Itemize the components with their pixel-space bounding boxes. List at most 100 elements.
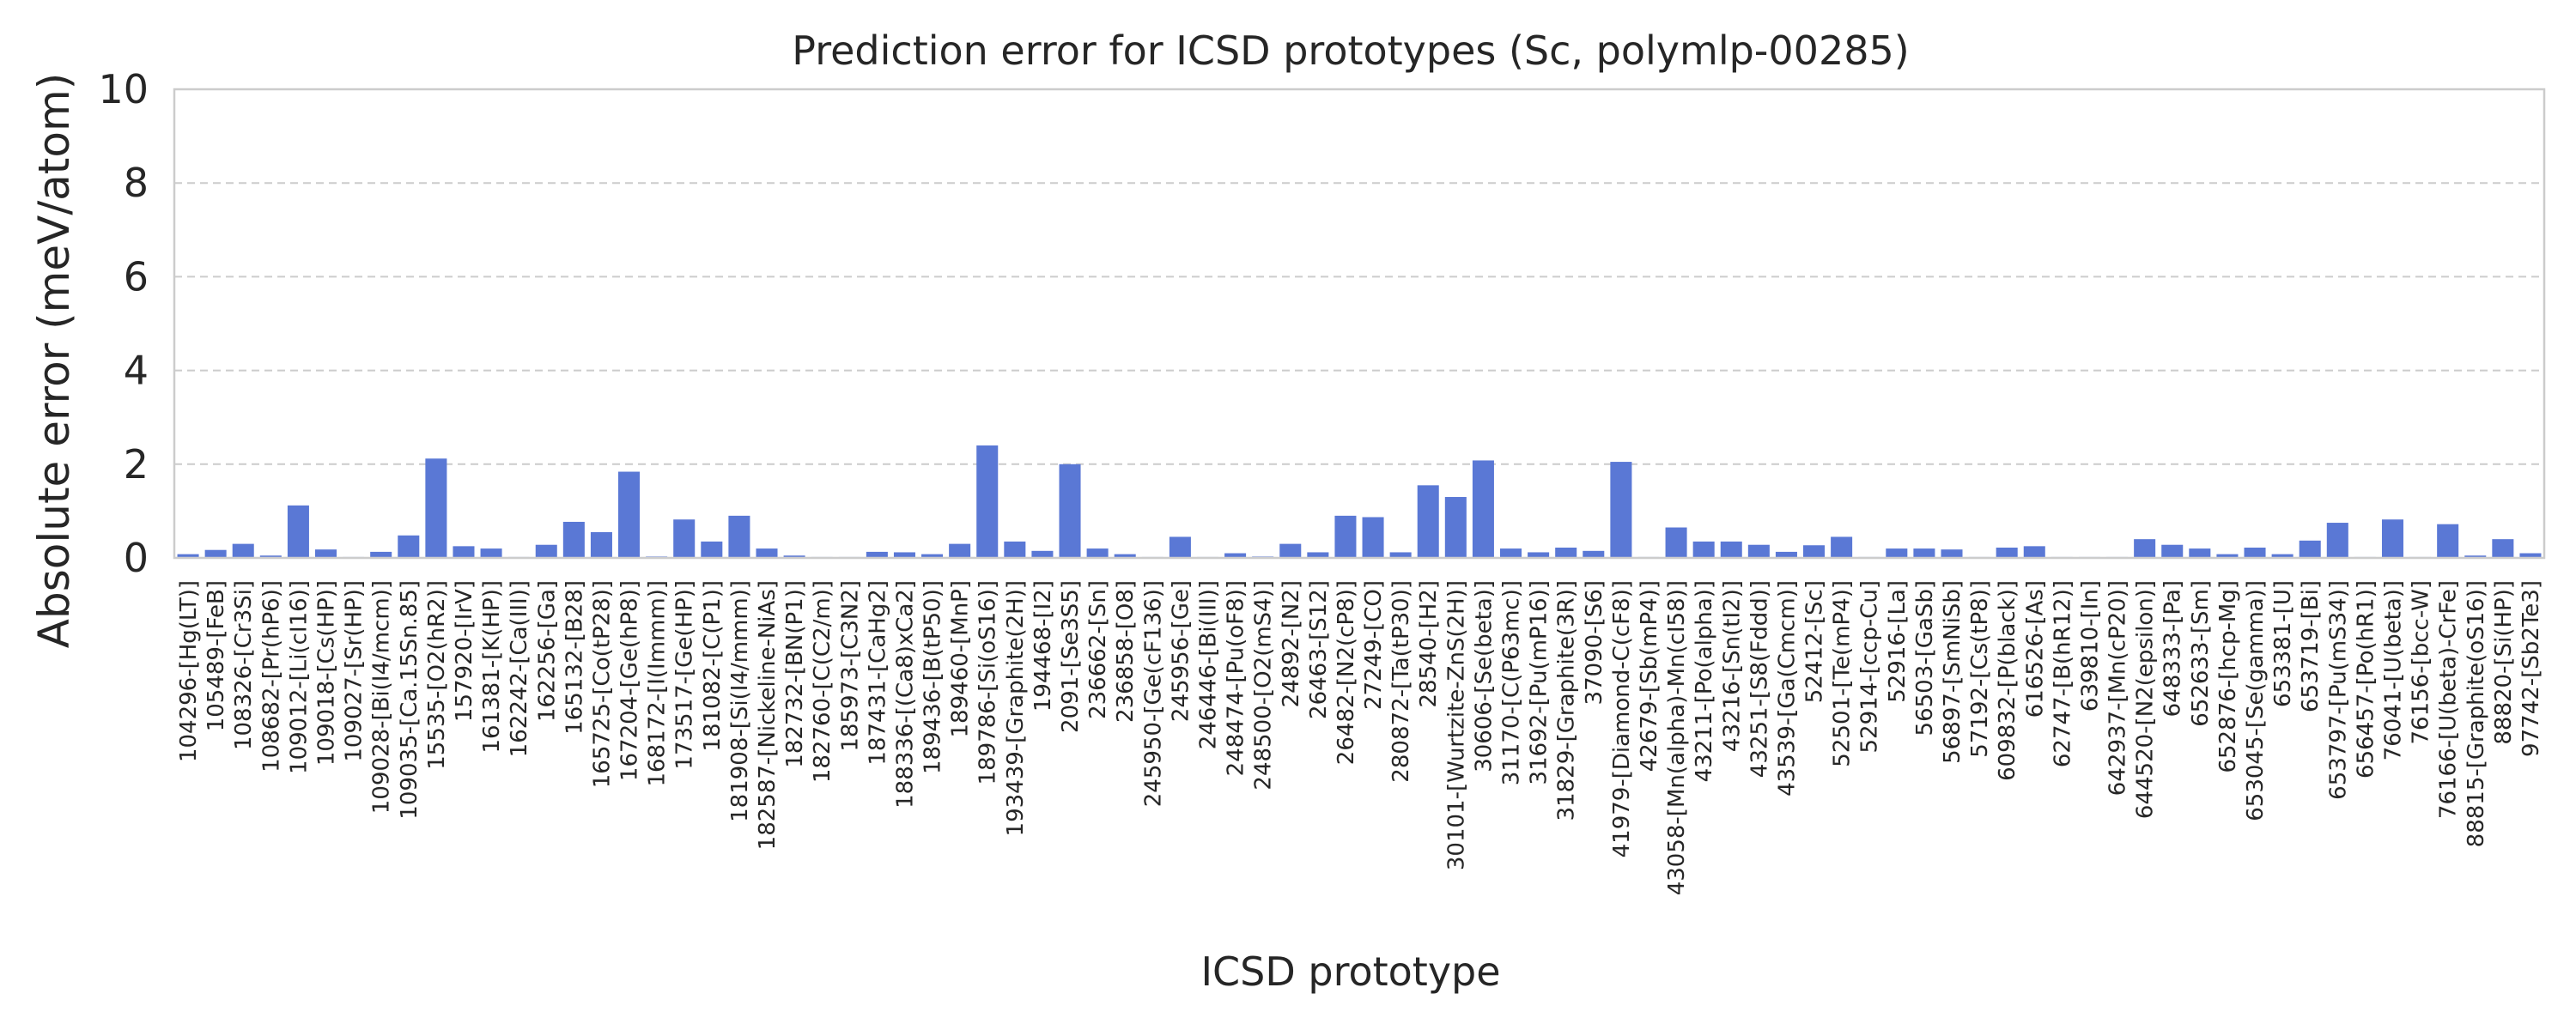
x-tick-label: 41979-[Diamond-C(cF8)] bbox=[1609, 580, 1635, 857]
x-axis-label: ICSD prototype bbox=[1200, 948, 1500, 995]
bar bbox=[1307, 552, 1329, 558]
bar bbox=[1499, 548, 1522, 558]
bar bbox=[1169, 536, 1191, 558]
x-tick-label: 609832-[P(black)] bbox=[1995, 580, 2020, 781]
x-tick-label: 27249-[CO] bbox=[1361, 580, 1387, 710]
x-tick-label: 162256-[Ga] bbox=[534, 580, 560, 722]
x-tick-label: 42679-[Sb(mP4)] bbox=[1637, 580, 1662, 772]
x-tick-label: 43251-[S8(Fddd)] bbox=[1747, 580, 1772, 778]
x-tick-label: 26463-[S12] bbox=[1306, 580, 1332, 719]
x-tick-label: 30101-[Wurtzite-ZnS(2H)] bbox=[1443, 580, 1469, 870]
x-tick-label: 652876-[hcp-Mg] bbox=[2215, 580, 2241, 773]
x-tick-label: 31692-[Pu(mP16)] bbox=[1527, 580, 1552, 785]
x-tick-labels: 104296-[Hg(LT)] 105489-[FeB] 108326-[Cr3Si… bbox=[176, 580, 2544, 895]
bar bbox=[1086, 548, 1109, 558]
bar bbox=[2437, 524, 2459, 558]
x-tick-label: 162242-[Ca(III)] bbox=[507, 580, 532, 757]
x-tick-label: 193439-[Graphite(2H)] bbox=[1003, 580, 1029, 836]
y-tick-label: 6 bbox=[124, 253, 149, 300]
bar bbox=[590, 531, 612, 558]
bar bbox=[562, 521, 585, 558]
x-tick-label: 648333-[Pa] bbox=[2160, 580, 2186, 717]
y-tick-labels: 0 2 4 6 8 10 bbox=[98, 66, 149, 581]
x-tick-label: 26482-[N2(cP8)] bbox=[1334, 580, 1359, 765]
x-tick-label: 653797-[Pu(mS34)] bbox=[2325, 580, 2351, 800]
bar bbox=[673, 519, 696, 558]
x-tick-label: 56503-[GaSb] bbox=[1912, 580, 1938, 736]
bar bbox=[1031, 550, 1054, 558]
x-tick-label: 165132-[B28] bbox=[562, 580, 587, 735]
bar bbox=[1555, 547, 1577, 558]
bar bbox=[1610, 462, 1632, 558]
x-tick-label: 194468-[I2] bbox=[1030, 580, 1056, 712]
bar bbox=[314, 549, 337, 558]
x-tick-label: 15535-[O2(hR2)] bbox=[424, 580, 450, 770]
bar bbox=[232, 543, 254, 558]
y-tick-label: 2 bbox=[124, 441, 149, 488]
x-tick-label: 28540-[H2] bbox=[1416, 580, 1442, 707]
bar bbox=[1444, 497, 1467, 558]
grid-lines bbox=[174, 182, 2544, 465]
bar bbox=[1803, 545, 1826, 558]
x-tick-label: 652633-[Sm] bbox=[2188, 580, 2214, 727]
x-tick-label: 187431-[CaHg2] bbox=[865, 580, 890, 766]
x-tick-label: 189436-[B(tP50)] bbox=[920, 580, 946, 774]
bar bbox=[1996, 547, 2018, 558]
x-tick-label: 157920-[IrV] bbox=[452, 580, 477, 722]
x-tick-label: 109012-[Li(cI16)] bbox=[286, 580, 312, 774]
y-tick-label: 8 bbox=[124, 160, 149, 206]
bar bbox=[2299, 540, 2321, 558]
bar bbox=[425, 458, 447, 558]
bar bbox=[618, 471, 641, 558]
x-tick-label: 189786-[Si(oS16)] bbox=[975, 580, 1001, 785]
x-tick-label: 37090-[S6] bbox=[1582, 580, 1607, 705]
bar bbox=[701, 541, 723, 558]
x-tick-label: 653381-[U] bbox=[2270, 580, 2296, 707]
x-tick-label: 236662-[Sn] bbox=[1085, 580, 1111, 719]
bar bbox=[2244, 547, 2266, 558]
bar bbox=[204, 549, 227, 558]
plot-frame bbox=[173, 88, 2546, 560]
x-tick-label: 656457-[Po(hR1)] bbox=[2353, 580, 2379, 779]
x-tick-label: 248474-[Pu(oF8)] bbox=[1224, 580, 1249, 776]
x-tick-label: 616526-[As] bbox=[2022, 580, 2048, 718]
x-tick-label: 88820-[Si(HP)] bbox=[2491, 580, 2517, 745]
x-tick-label: 173517-[Ge(HP)] bbox=[672, 580, 698, 770]
bars bbox=[177, 445, 2542, 558]
bar bbox=[866, 551, 888, 558]
y-tick-label: 4 bbox=[124, 348, 149, 394]
x-tick-label: 43058-[Mn(alpha)-Mn(cI58)] bbox=[1664, 580, 1690, 895]
x-tick-label: 56897-[SmNiSb] bbox=[1940, 580, 1965, 764]
x-tick-label: 43216-[Sn(tI2)] bbox=[1719, 580, 1745, 752]
x-tick-label: 76041-[U(beta)] bbox=[2380, 580, 2406, 760]
x-tick-label: 168172-[I(Immm)] bbox=[645, 580, 671, 787]
x-tick-label: 653719-[Bi] bbox=[2298, 580, 2324, 712]
bar bbox=[2271, 554, 2293, 558]
bar bbox=[949, 543, 971, 558]
x-tick-label: 24892-[N2] bbox=[1279, 580, 1304, 707]
bar bbox=[1528, 552, 1550, 558]
x-tick-label: 653045-[Se(gamma)] bbox=[2243, 580, 2269, 821]
chart-title: Prediction error for ICSD prototypes (Sc… bbox=[792, 27, 1909, 74]
x-tick-label: 109018-[Cs(HP)] bbox=[314, 580, 340, 766]
x-tick-label: 245956-[Ge] bbox=[1168, 580, 1194, 722]
bar bbox=[2216, 554, 2239, 558]
x-tick-label: 188336-[(Ca8)xCa2] bbox=[892, 580, 918, 809]
bar bbox=[728, 515, 750, 558]
bar bbox=[1004, 541, 1026, 558]
bar bbox=[1334, 515, 1357, 558]
bar bbox=[756, 548, 778, 558]
x-tick-label: 97742-[Sb2Te3] bbox=[2518, 580, 2544, 757]
x-tick-label: 2091-[Se3S5] bbox=[1058, 580, 1084, 733]
bar bbox=[453, 546, 475, 558]
x-tick-label: 52412-[Sc] bbox=[1802, 580, 1828, 703]
x-tick-label: 182587-[Nickeline-NiAs] bbox=[755, 580, 781, 850]
y-tick-label: 0 bbox=[124, 535, 149, 581]
bar bbox=[1417, 485, 1439, 558]
x-tick-label: 57192-[Cs(tP8)] bbox=[1967, 580, 1993, 758]
bar bbox=[1114, 554, 1136, 558]
bar bbox=[1224, 553, 1247, 558]
x-tick-label: 644520-[N2(epsilon)] bbox=[2133, 580, 2159, 819]
bar bbox=[1583, 550, 1605, 558]
